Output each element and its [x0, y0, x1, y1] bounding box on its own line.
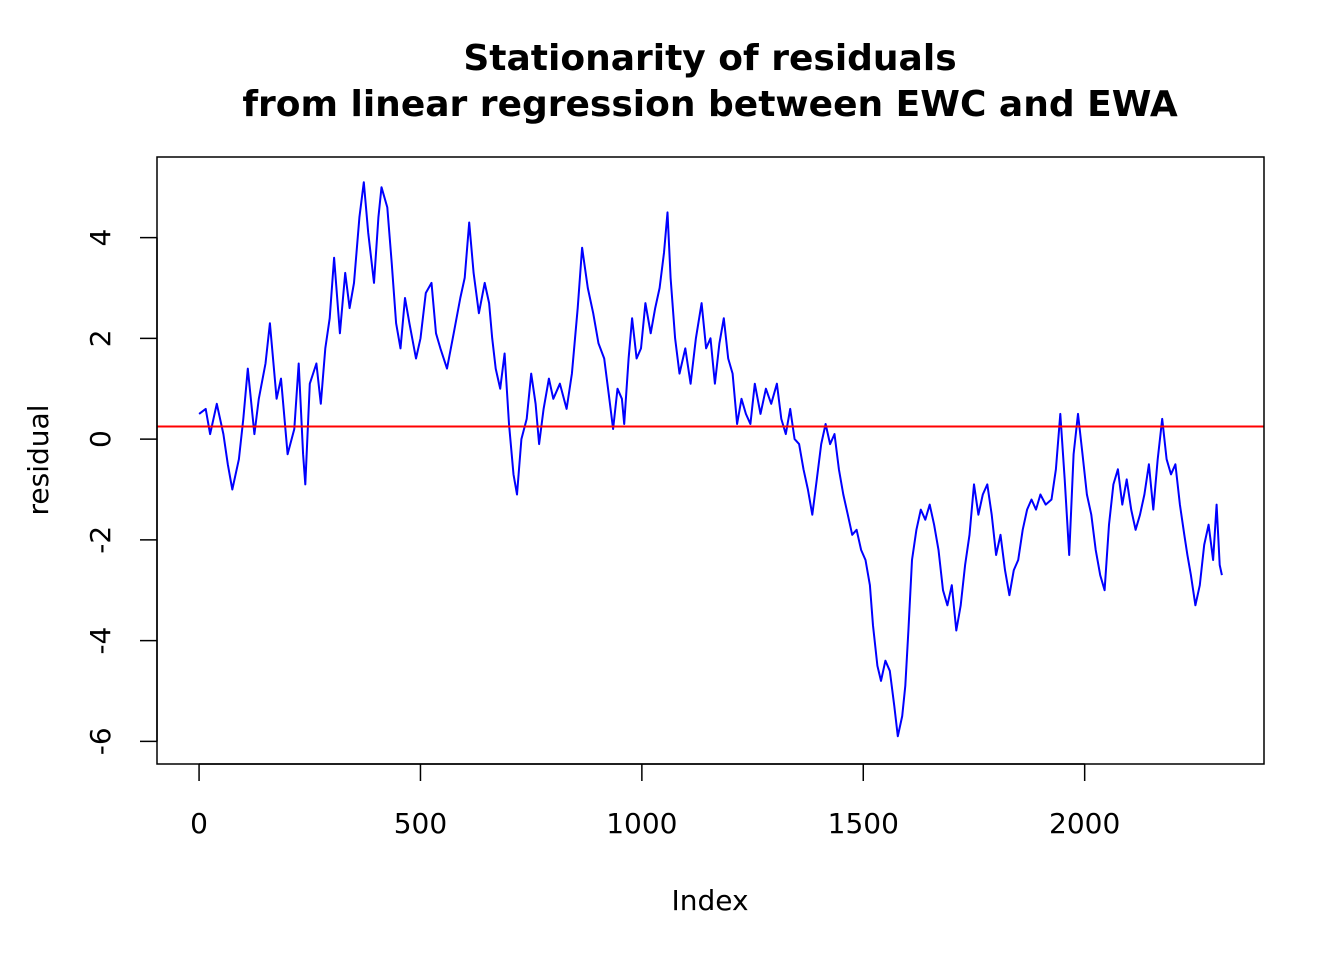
chart-subtitle: from linear regression between EWC and E…	[242, 84, 1178, 125]
x-axis: 0 500 1000 1500 2000	[190, 763, 1120, 840]
chart-title: Stationarity of residuals	[463, 38, 956, 79]
y-axis-label: residual	[22, 405, 55, 516]
y-tick-label-3: 0	[84, 430, 117, 448]
x-tick-label-2: 1000	[606, 807, 677, 840]
y-tick-label-2: -2	[84, 526, 117, 554]
y-tick-label-0: -6	[84, 727, 117, 755]
x-tick-label-3: 1500	[828, 807, 899, 840]
x-tick-label-0: 0	[190, 807, 208, 840]
y-tick-label-1: -4	[84, 627, 117, 655]
y-tick-label-4: 2	[84, 329, 117, 347]
plot-frame	[156, 156, 1265, 765]
x-axis-label: Index	[671, 884, 748, 917]
data-layer	[157, 181, 1264, 738]
x-tick-label-1: 500	[394, 807, 447, 840]
residual-series-line-0	[198, 181, 1223, 738]
y-axis: -6 -4 -2 0 2 4	[84, 229, 158, 755]
x-tick-label-4: 2000	[1049, 807, 1120, 840]
y-tick-label-5: 4	[84, 229, 117, 247]
